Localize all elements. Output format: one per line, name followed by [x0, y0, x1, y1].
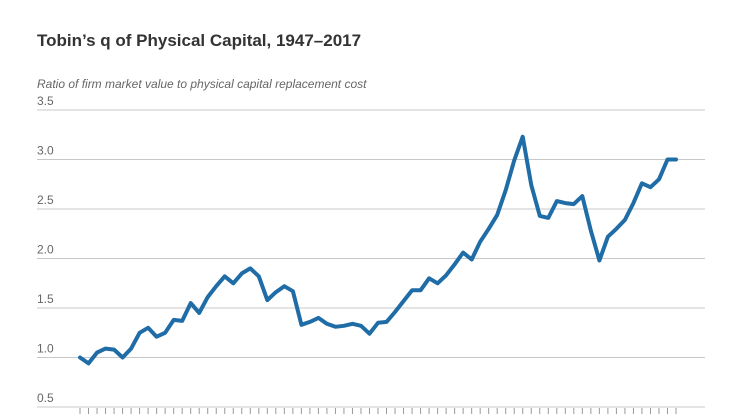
y-tick-label: 3.5 — [37, 94, 54, 108]
data-line — [78, 134, 678, 366]
y-tick-label: 0.5 — [37, 391, 54, 405]
chart-title: Tobin’s q of Physical Capital, 1947–2017 — [37, 31, 361, 50]
y-tick-label: 1.5 — [37, 292, 54, 306]
y-tick-label: 3.0 — [37, 144, 54, 158]
y-tick-label: 1.0 — [37, 342, 54, 356]
y-tick-label: 2.0 — [37, 243, 54, 257]
y-tick-label: 2.5 — [37, 193, 54, 207]
chart-subtitle: Ratio of firm market value to physical c… — [37, 77, 367, 91]
